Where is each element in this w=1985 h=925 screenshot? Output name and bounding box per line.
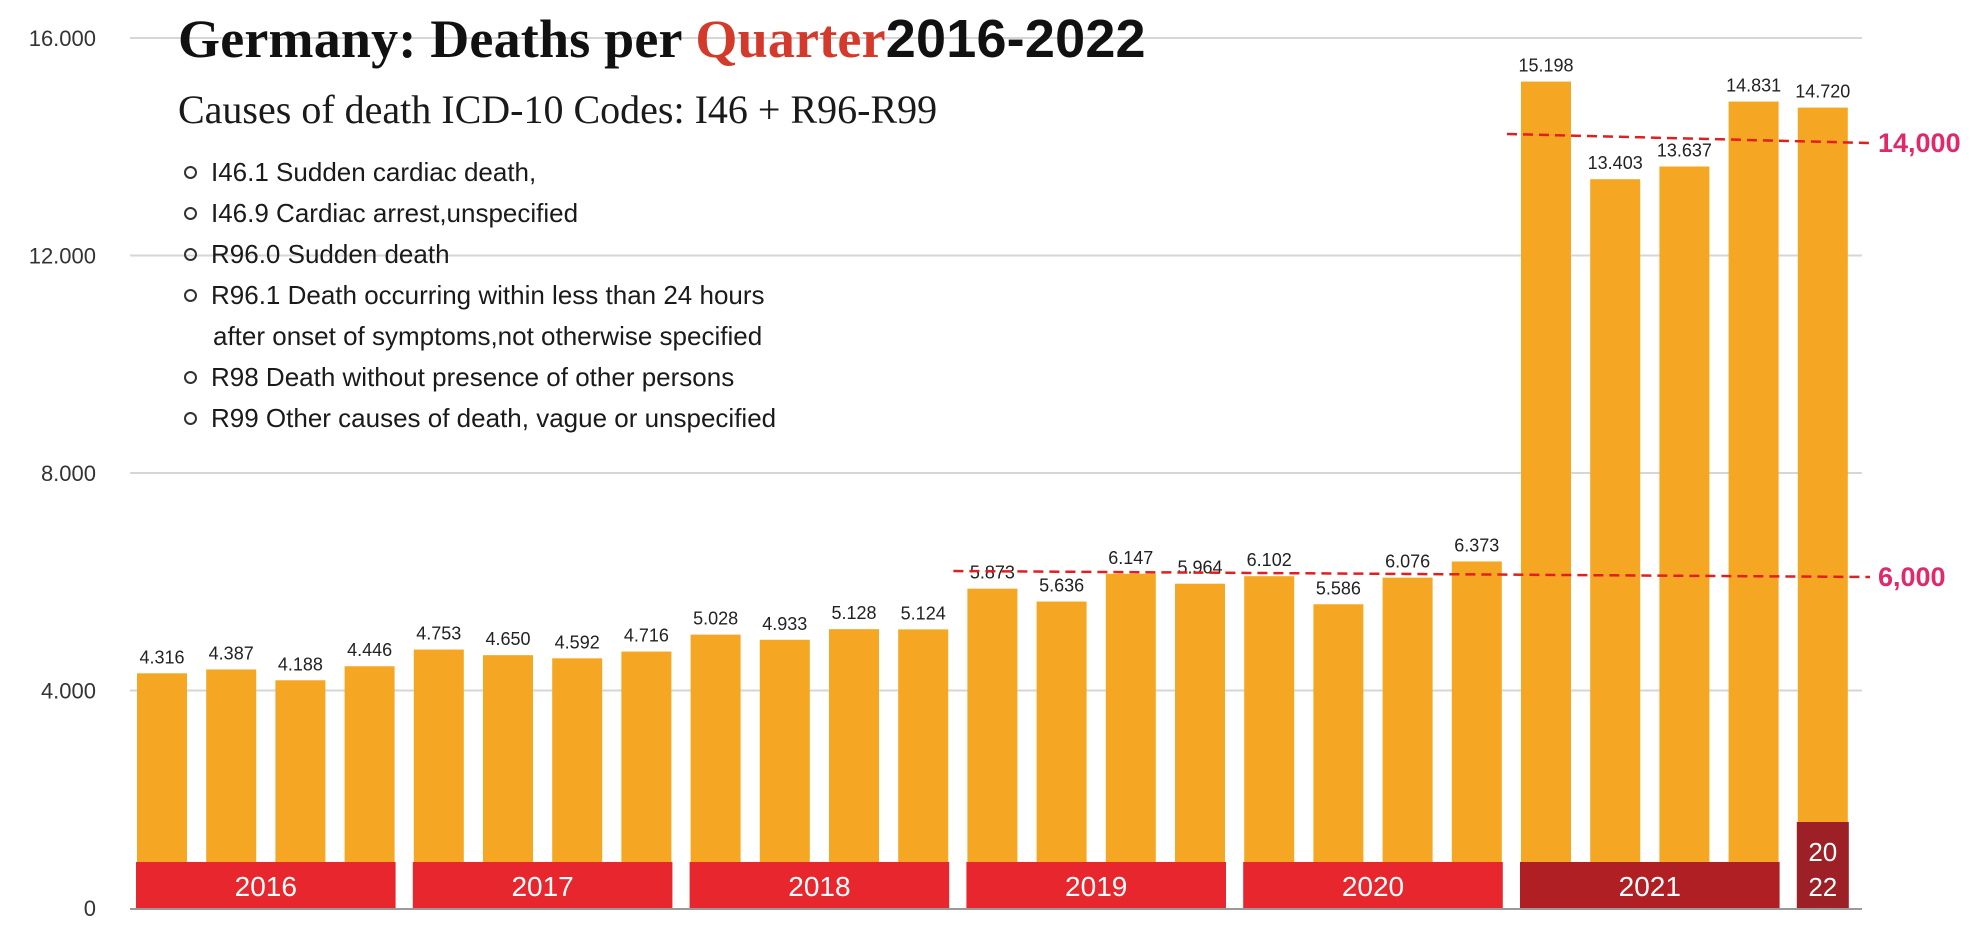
data-label: 15.198 [1518,56,1573,76]
bar [1728,101,1779,908]
bar [1105,573,1156,908]
bar [898,629,949,908]
y-tick-label: 0 [84,896,96,921]
bullet-icon [184,411,197,425]
year-band [1520,862,1780,909]
data-label: 5.028 [693,609,738,629]
bar [1175,583,1225,908]
bar [1797,107,1848,909]
data-label: 6.102 [1247,550,1292,570]
bar [967,588,1018,908]
year-label: 22 [1808,872,1837,902]
y-tick-label: 4.000 [41,679,96,704]
chart-subtitle: Causes of death ICD-10 Codes: I46 + R96-… [178,87,938,132]
data-label: 5.964 [1177,558,1222,578]
bullet-icon [184,165,197,179]
bar [1659,166,1710,908]
bar [1521,81,1571,908]
data-label: 6.076 [1385,552,1430,572]
bar [829,629,879,908]
year-band [1243,862,1503,909]
year-band [966,862,1226,909]
bullet-icon [184,206,197,220]
reference-line-label: 14,000 [1878,128,1961,158]
legend-item-continuation: after onset of symptoms,not otherwise sp… [213,321,763,351]
year-label: 2016 [235,871,297,902]
legend-item: R96.0 Sudden death [178,234,776,275]
data-label: 6.373 [1454,535,1499,555]
legend-item: I46.9 Cardiac arrest,unspecified [178,193,776,234]
bar [1382,577,1433,908]
year-band [412,862,673,909]
year-label: 20 [1808,837,1837,867]
bullet-icon [184,247,197,261]
bar [1590,179,1641,909]
reference-line [1506,132,1871,145]
data-label: 6.147 [1108,548,1153,568]
reference-line [953,569,1871,579]
data-label: 14.831 [1726,76,1781,96]
legend-item: R98 Death without presence of other pers… [178,357,776,398]
bar [1313,604,1364,908]
bar [1451,561,1502,908]
bar [1244,576,1295,908]
data-label: 5.636 [1039,576,1084,596]
data-label: 4.933 [762,614,807,634]
year-label: 2021 [1619,871,1681,902]
data-label: 4.753 [416,624,461,644]
data-label: 4.316 [139,647,184,667]
data-label: 4.188 [278,654,323,674]
legend-item: I46.1 Sudden cardiac death, [178,152,776,193]
data-label: 13.403 [1588,153,1643,173]
data-label: 4.592 [555,632,600,652]
data-label: 14.720 [1795,82,1850,102]
y-tick-label: 8.000 [41,461,96,486]
reference-line-label: 6,000 [1878,562,1946,592]
data-label: 5.124 [901,603,946,623]
year-band [136,862,396,909]
year-label: 2018 [788,871,850,902]
y-tick-label: 12.000 [29,244,96,269]
legend-item: R96.1 Death occurring within less than 2… [178,275,776,316]
chart-title: Germany: Deaths per Quarter2016-2022 [178,9,1146,69]
year-label: 2020 [1342,871,1404,902]
data-label: 4.650 [485,629,530,649]
data-label: 5.873 [970,563,1015,583]
year-band [689,862,950,909]
data-label: 5.128 [831,603,876,623]
data-label: 4.716 [624,626,669,646]
data-label: 13.637 [1657,140,1712,160]
bullet-icon [184,370,197,384]
y-tick-label: 16.000 [29,26,96,51]
year-label: 2017 [511,871,573,902]
year-label: 2019 [1065,871,1127,902]
data-label: 5.586 [1316,578,1361,598]
legend-item: R99 Other causes of death, vague or unsp… [178,398,776,439]
year-band [1796,822,1849,909]
data-label: 4.446 [347,640,392,660]
bar [1036,601,1087,908]
bullet-icon [184,288,197,302]
legend-list: I46.1 Sudden cardiac death, I46.9 Cardia… [178,152,776,439]
data-label: 4.387 [209,643,254,663]
